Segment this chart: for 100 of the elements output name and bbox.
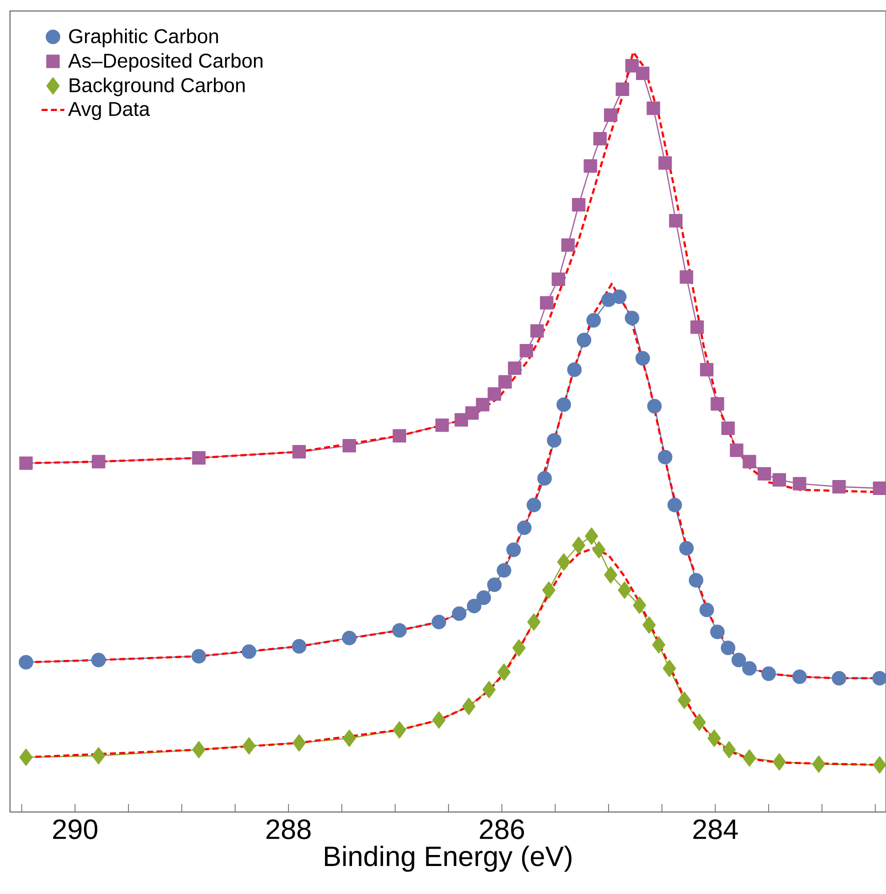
point: [708, 730, 721, 747]
point: [517, 520, 532, 536]
point: [567, 362, 582, 377]
point: [618, 581, 632, 599]
point: [476, 590, 491, 605]
legend-label: Background Carbon: [70, 78, 245, 96]
point: [192, 741, 206, 758]
point: [576, 332, 592, 348]
point: [832, 670, 846, 686]
point: [742, 454, 756, 468]
x-tick-label: 290: [53, 819, 98, 840]
point: [537, 471, 552, 486]
point: [432, 614, 446, 630]
point: [542, 581, 556, 599]
legend-label: Avg Data: [68, 102, 150, 120]
point: [466, 598, 482, 614]
point: [498, 375, 512, 389]
point: [720, 640, 736, 656]
point: [678, 692, 691, 709]
point: [512, 639, 526, 656]
point: [584, 159, 598, 173]
point: [342, 630, 357, 646]
point: [761, 666, 776, 681]
point: [19, 456, 33, 470]
point: [635, 351, 650, 366]
point: [546, 433, 562, 448]
point: [690, 320, 704, 334]
point: [392, 721, 406, 739]
point: [604, 566, 618, 584]
point: [527, 613, 540, 631]
point: [292, 639, 306, 654]
point: [586, 313, 601, 328]
point: [91, 652, 106, 668]
point: [192, 451, 206, 465]
point: [18, 655, 34, 670]
point: [658, 156, 672, 170]
point: [392, 623, 407, 638]
point: [680, 270, 694, 284]
point: [292, 445, 306, 459]
point: [667, 498, 682, 512]
point: [592, 541, 606, 558]
point: [476, 398, 490, 412]
point: [632, 596, 646, 614]
point: [792, 669, 807, 684]
point: [92, 747, 106, 764]
point: [699, 602, 714, 618]
point: [496, 563, 512, 578]
point: [688, 572, 704, 588]
x-tick-label: 286: [480, 819, 524, 840]
point: [342, 438, 356, 452]
point: [192, 648, 206, 664]
point: [625, 58, 639, 72]
point: [812, 756, 826, 773]
point: [731, 652, 746, 668]
point: [561, 238, 575, 252]
point: [730, 444, 744, 457]
point: [658, 450, 672, 464]
point: [742, 749, 756, 767]
point: [662, 660, 676, 677]
point: [556, 397, 572, 412]
point: [772, 473, 786, 487]
point: [572, 198, 586, 212]
point: [462, 698, 476, 715]
point: [612, 289, 627, 304]
point: [508, 361, 522, 375]
point: [557, 553, 570, 571]
point: [530, 324, 544, 338]
point: [669, 214, 683, 228]
point: [487, 578, 502, 592]
point: [593, 132, 607, 146]
point: [19, 748, 33, 766]
point: [488, 387, 502, 401]
point: [624, 310, 640, 326]
point: [679, 541, 694, 556]
point: [722, 741, 736, 758]
point: [647, 398, 662, 414]
point: [584, 528, 598, 545]
point: [616, 82, 630, 96]
point: [432, 711, 446, 729]
point: [652, 636, 666, 654]
point: [92, 454, 106, 468]
point: [392, 429, 406, 443]
point: [552, 272, 566, 286]
point: [242, 644, 256, 659]
x-tick-label: 288: [266, 819, 311, 840]
point: [242, 737, 256, 754]
x-tick-label: 284: [693, 819, 738, 840]
point: [506, 542, 521, 558]
point: [742, 661, 757, 676]
point: [342, 730, 356, 747]
point: [520, 344, 534, 358]
point: [710, 624, 725, 640]
point: [452, 606, 466, 621]
point: [692, 714, 706, 731]
legend-label: As–Deposited Carbon: [68, 53, 262, 72]
legend-label: Graphitic Carbon: [69, 28, 218, 48]
point: [435, 418, 449, 432]
point: [832, 480, 846, 494]
point: [604, 108, 618, 122]
point: [454, 413, 468, 427]
